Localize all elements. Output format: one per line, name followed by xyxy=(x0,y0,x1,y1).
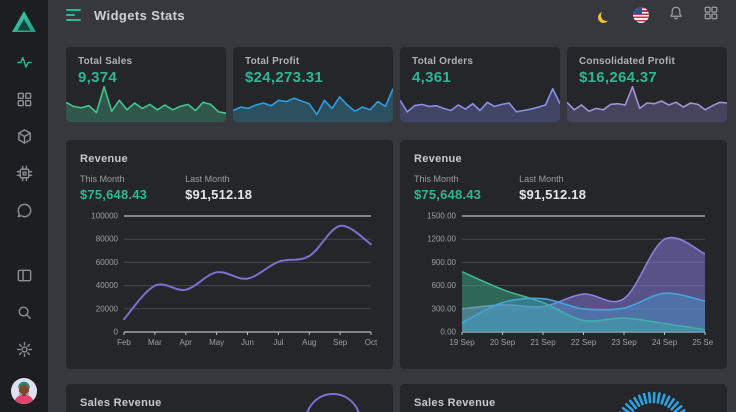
cpu-icon xyxy=(16,165,33,187)
user-avatar[interactable] xyxy=(11,378,37,404)
revenue-card-daily: Revenue This Month $75,648.43 Last Month… xyxy=(400,140,727,369)
chat-bubble-icon xyxy=(16,202,33,224)
notifications-button[interactable] xyxy=(667,6,685,24)
svg-text:20000: 20000 xyxy=(96,304,119,313)
main-area: Widgets Stats Total Sales 9,374 xyxy=(48,0,736,412)
svg-text:Apr: Apr xyxy=(180,338,193,347)
this-month-block: This Month $75,648.43 xyxy=(80,174,147,202)
sidebar-item-system[interactable] xyxy=(8,157,40,194)
this-month-label: This Month xyxy=(414,174,481,184)
stat-card-total-orders[interactable]: Total Orders 4,361 xyxy=(400,47,560,122)
last-month-label: Last Month xyxy=(519,174,586,184)
svg-text:22 Sep: 22 Sep xyxy=(571,338,597,347)
stat-title: Total Sales xyxy=(66,47,226,67)
stat-title: Total Profit xyxy=(233,47,393,67)
sidebar-item-search[interactable] xyxy=(8,296,40,333)
content: Total Sales 9,374 Total Profit $24,273.3… xyxy=(48,30,736,412)
stat-card-total-profit[interactable]: Total Profit $24,273.31 xyxy=(233,47,393,122)
last-month-value: $91,512.18 xyxy=(185,187,252,202)
svg-text:80000: 80000 xyxy=(96,235,119,244)
svg-text:Feb: Feb xyxy=(117,338,131,347)
cube-icon xyxy=(16,128,33,150)
sidebar-item-settings[interactable] xyxy=(8,333,40,370)
svg-text:900.00: 900.00 xyxy=(432,258,457,267)
this-month-value: $75,648.43 xyxy=(414,187,481,202)
moon-icon xyxy=(601,10,612,21)
sparkline-chart xyxy=(66,84,226,122)
sidebar-item-messages[interactable] xyxy=(8,194,40,231)
revenue-area-chart[interactable]: 0.00 300.00 600.00 900.00 1200.00 1500.00 19 S… xyxy=(414,208,713,356)
this-month-block: This Month $75,648.43 xyxy=(414,174,481,202)
top-header: Widgets Stats xyxy=(48,0,736,30)
this-month-label: This Month xyxy=(80,174,147,184)
svg-text:Aug: Aug xyxy=(302,338,316,347)
sparkline-chart xyxy=(400,84,560,122)
svg-text:Sep: Sep xyxy=(333,338,348,347)
menu-toggle-icon[interactable] xyxy=(66,9,81,21)
svg-text:May: May xyxy=(209,338,224,347)
sidebar-item-layout[interactable] xyxy=(8,259,40,296)
bell-icon xyxy=(668,5,684,26)
svg-text:Jul: Jul xyxy=(273,338,283,347)
last-month-block: Last Month $91,512.18 xyxy=(519,174,586,202)
svg-text:Oct: Oct xyxy=(365,338,378,347)
stat-title: Consolidated Profit xyxy=(567,47,727,67)
svg-text:0: 0 xyxy=(114,328,119,337)
card-title: Revenue xyxy=(80,153,379,165)
app-logo[interactable] xyxy=(9,8,39,36)
svg-text:60000: 60000 xyxy=(96,258,119,267)
apps-grid-icon xyxy=(703,5,719,26)
us-flag-icon xyxy=(633,7,649,23)
svg-text:21 Sep: 21 Sep xyxy=(530,338,556,347)
stat-card-consolidated-profit[interactable]: Consolidated Profit $16,264.37 xyxy=(567,47,727,122)
svg-text:0.00: 0.00 xyxy=(440,328,456,337)
svg-text:20 Sep: 20 Sep xyxy=(490,338,516,347)
widgets-grid-icon xyxy=(16,91,33,113)
stat-title: Total Orders xyxy=(400,47,560,67)
sidebar-item-widgets[interactable] xyxy=(8,83,40,120)
sales-revenue-card-gauge: Sales Revenue $9,641.26 xyxy=(400,384,727,412)
theme-toggle-button[interactable] xyxy=(597,6,615,24)
svg-text:600.00: 600.00 xyxy=(432,281,457,290)
language-button[interactable] xyxy=(632,6,650,24)
page-title: Widgets Stats xyxy=(94,8,185,23)
activity-icon xyxy=(16,54,33,76)
apps-menu-button[interactable] xyxy=(702,6,720,24)
stat-card-total-sales[interactable]: Total Sales 9,374 xyxy=(66,47,226,122)
revenue-row: Revenue This Month $75,648.43 Last Month… xyxy=(66,140,727,369)
last-month-value: $91,512.18 xyxy=(519,187,586,202)
svg-text:23 Sep: 23 Sep xyxy=(611,338,637,347)
search-icon xyxy=(16,304,33,326)
svg-text:Jun: Jun xyxy=(241,338,254,347)
header-actions xyxy=(597,6,720,24)
sidebar xyxy=(0,0,48,412)
svg-text:1200.00: 1200.00 xyxy=(427,235,456,244)
svg-text:300.00: 300.00 xyxy=(432,304,457,313)
svg-text:19 Sep: 19 Sep xyxy=(449,338,475,347)
svg-text:100000: 100000 xyxy=(91,212,118,221)
stats-row: Total Sales 9,374 Total Profit $24,273.3… xyxy=(66,47,727,122)
svg-text:Mar: Mar xyxy=(148,338,162,347)
svg-text:1500.00: 1500.00 xyxy=(427,212,456,221)
svg-text:40000: 40000 xyxy=(96,281,119,290)
card-title: Sales Revenue xyxy=(80,397,379,409)
sales-revenue-card-radial: Sales Revenue $9,641.26 xyxy=(66,384,393,412)
sales-revenue-row: Sales Revenue $9,641.26 Sales Revenue $9… xyxy=(66,384,727,412)
revenue-line-chart[interactable]: 0 20000 40000 60000 80000 100000 Feb Mar Apr May J… xyxy=(80,208,379,356)
card-title: Revenue xyxy=(414,153,713,165)
sidebar-item-activity[interactable] xyxy=(8,46,40,83)
sidebar-item-products[interactable] xyxy=(8,120,40,157)
settings-gear-icon xyxy=(16,341,33,363)
revenue-card-monthly: Revenue This Month $75,648.43 Last Month… xyxy=(66,140,393,369)
svg-text:25 Sep: 25 Sep xyxy=(692,338,713,347)
svg-text:24 Sep: 24 Sep xyxy=(652,338,678,347)
last-month-label: Last Month xyxy=(185,174,252,184)
sparkline-chart xyxy=(567,84,727,122)
card-title: Sales Revenue xyxy=(414,397,713,409)
sparkline-chart xyxy=(233,84,393,122)
last-month-block: Last Month $91,512.18 xyxy=(185,174,252,202)
this-month-value: $75,648.43 xyxy=(80,187,147,202)
layout-panel-icon xyxy=(16,267,33,289)
